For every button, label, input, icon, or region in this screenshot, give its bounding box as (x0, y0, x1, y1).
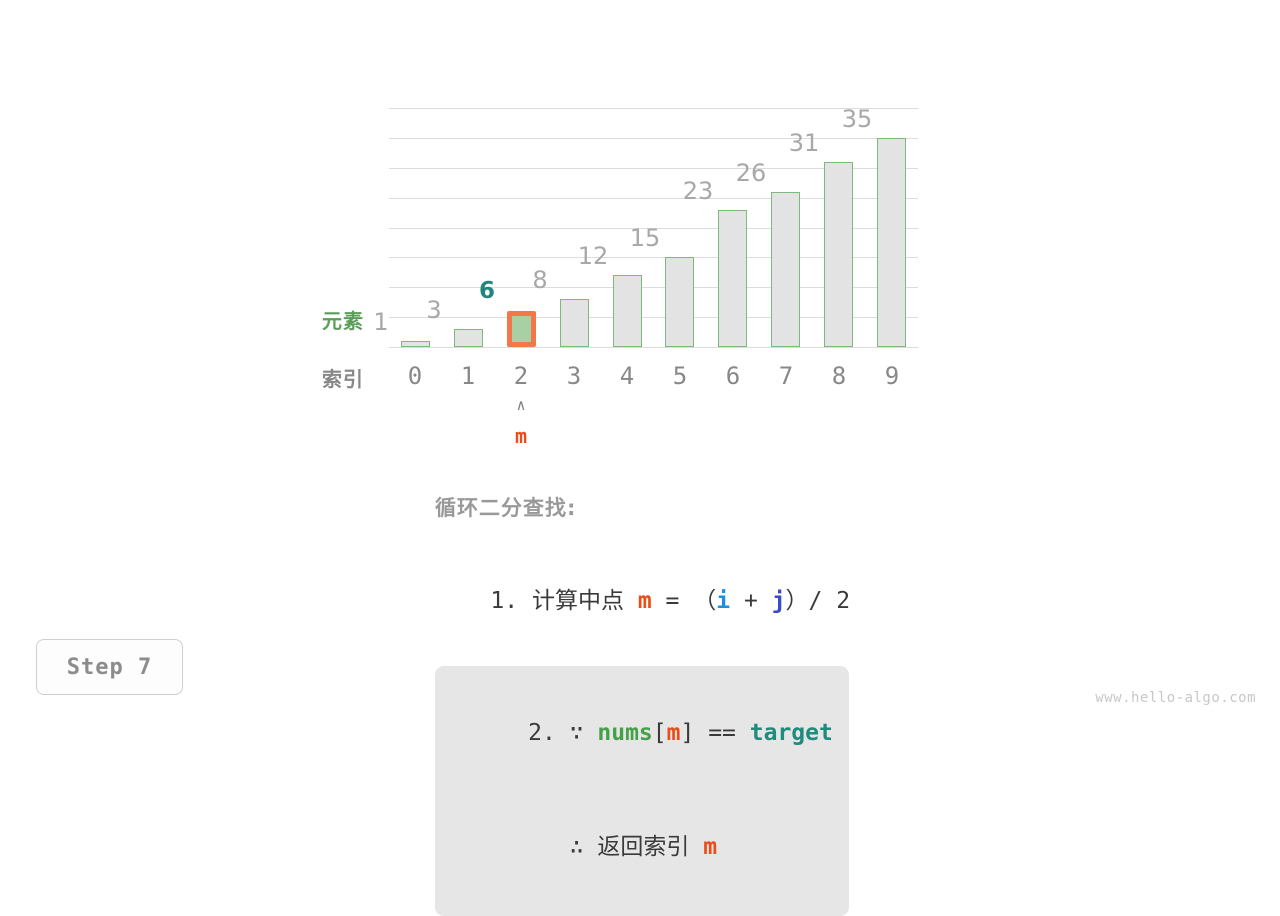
step2-result-text: 返回索引 (597, 834, 690, 860)
step-2-line-1: 2. ∵ nums[m] == target (445, 676, 833, 790)
therefore-symbol: ∴ (569, 834, 584, 860)
pointer-caret-m: ∧ (516, 396, 526, 414)
gridline (389, 198, 918, 199)
bar-value-label: 23 (682, 177, 714, 205)
bar (560, 299, 589, 347)
plot-area (389, 108, 918, 348)
tick-label-6: 6 (725, 362, 741, 390)
bar (665, 257, 694, 347)
step1-close-paren: ） (785, 588, 809, 614)
because-symbol: ∵ (569, 720, 584, 746)
gridline (389, 347, 918, 348)
gridline (389, 108, 918, 109)
explanation-panel: 循环二分查找: 1. 计算中点 m = （i + j）/ 2 2. ∵ nums… (435, 492, 955, 916)
gridline (389, 228, 918, 229)
step1-slash: / (808, 588, 823, 614)
step1-var-i: i (716, 588, 731, 614)
explanation-title: 循环二分查找: (435, 496, 577, 520)
gridline (389, 287, 918, 288)
step-1-line: 1. 计算中点 m = （i + j）/ 2 (435, 544, 955, 658)
tick-label-4: 4 (619, 362, 635, 390)
bar-value-label: 3 (426, 296, 442, 324)
watermark: www.hello-algo.com (1095, 690, 1256, 706)
step-badge: Step 7 (36, 639, 183, 695)
bar (824, 162, 853, 347)
bar-value-label: 8 (532, 266, 548, 294)
gridline (389, 317, 918, 318)
bar-value-label: 15 (629, 224, 661, 252)
pointer-label-m: m (514, 424, 528, 448)
step-2-line-2: ∴ 返回索引 m (445, 790, 833, 904)
gridline (389, 257, 918, 258)
step2-nums: nums (597, 720, 653, 746)
bar (401, 341, 430, 347)
step2-number: 2. (528, 720, 556, 746)
step2-bracket-open: [ (652, 720, 667, 746)
step1-open-paren: （ (693, 588, 717, 614)
step2-bracket-close: ] (680, 720, 695, 746)
tick-label-8: 8 (831, 362, 847, 390)
tick-label-5: 5 (672, 362, 688, 390)
step2-var-m: m (666, 720, 681, 746)
gridline (389, 138, 918, 139)
index-row-label: 索引 (322, 367, 364, 391)
step1-equals: = (665, 588, 680, 614)
bar-value-label: 6 (478, 278, 495, 304)
step2-eqeq: == (708, 720, 736, 746)
bar (454, 329, 483, 347)
tick-label-1: 1 (460, 362, 476, 390)
step1-number: 1. (490, 588, 519, 614)
bar-value-label: 1 (373, 308, 389, 336)
step2-result-var: m (703, 834, 718, 860)
tick-label-2: 2 (513, 362, 529, 390)
bar (613, 275, 642, 347)
tick-label-9: 9 (884, 362, 900, 390)
bar (771, 192, 800, 347)
gridline (389, 168, 918, 169)
bar (877, 138, 906, 347)
tick-label-3: 3 (566, 362, 582, 390)
tick-label-0: 0 (407, 362, 423, 390)
step-2-box: 2. ∵ nums[m] == target ∴ 返回索引 m (435, 666, 849, 916)
step1-plus: + (743, 588, 758, 614)
bar-value-label: 31 (788, 129, 820, 157)
bar-value-label: 26 (735, 159, 767, 187)
step1-var-j: j (771, 588, 786, 614)
elements-row-label: 元素 (322, 309, 364, 333)
step-badge-label: Step 7 (66, 654, 153, 680)
bar-value-label: 12 (577, 242, 609, 270)
step2-target: target (749, 720, 833, 746)
step1-text: 计算中点 (531, 588, 624, 614)
bar-value-label: 35 (841, 105, 873, 133)
step1-divisor: 2 (836, 588, 851, 614)
step1-var-m: m (637, 588, 652, 614)
tick-label-7: 7 (778, 362, 794, 390)
bar-highlighted (507, 311, 536, 347)
bar (718, 210, 747, 347)
